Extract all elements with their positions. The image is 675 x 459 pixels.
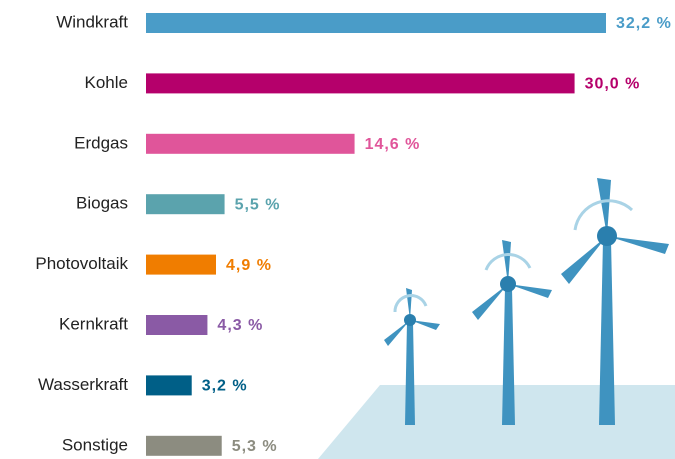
bar — [146, 255, 216, 275]
category-label: Kernkraft — [59, 314, 128, 333]
category-label: Photovoltaik — [35, 254, 128, 273]
bar — [146, 436, 222, 456]
category-label: Windkraft — [56, 12, 128, 31]
value-label: 4,3 % — [217, 317, 263, 334]
value-label: 14,6 % — [365, 136, 421, 153]
bar — [146, 134, 355, 154]
bar — [146, 13, 606, 33]
bar — [146, 194, 225, 214]
bar — [146, 73, 575, 93]
chart: Windkraft 32,2 % Kohle 30,0 % Erdgas 14,6 % Bi… — [0, 0, 675, 459]
category-label: Kohle — [85, 73, 128, 92]
value-label: 3,2 % — [202, 378, 248, 395]
value-label: 5,3 % — [232, 438, 278, 455]
value-label: 4,9 % — [226, 257, 272, 274]
category-label: Erdgas — [74, 133, 128, 152]
value-label: 30,0 % — [585, 76, 641, 93]
wind-turbine-illustration — [318, 178, 675, 459]
category-label: Biogas — [76, 194, 128, 213]
bar — [146, 315, 207, 335]
bar — [146, 375, 192, 395]
category-label: Sonstige — [62, 435, 128, 454]
value-label: 32,2 % — [616, 15, 672, 32]
value-label: 5,5 % — [235, 196, 281, 213]
category-label: Wasserkraft — [38, 375, 128, 394]
